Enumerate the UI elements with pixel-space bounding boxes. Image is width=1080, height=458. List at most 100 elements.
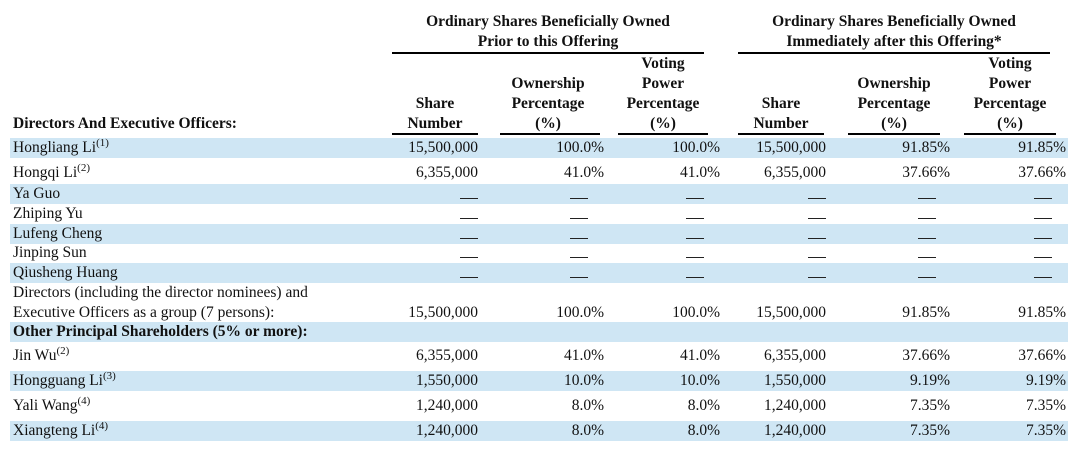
row-label-text: Qiusheng Huang bbox=[13, 264, 118, 281]
row-label-text: Hongguang Li bbox=[13, 372, 103, 389]
row-label-text: Hongqi Li bbox=[13, 164, 78, 181]
dash-cell bbox=[460, 218, 478, 219]
column-header-line: Share bbox=[761, 95, 801, 112]
group-header-line: Ordinary Shares Beneficially Owned bbox=[426, 13, 670, 30]
value-cell: 91.85% bbox=[1018, 139, 1066, 156]
column-header-ownership-prior: Ownership Percentage (%) bbox=[500, 74, 596, 134]
value-cell: 8.0% bbox=[571, 422, 604, 439]
row-label-text: Hongliang Li bbox=[13, 139, 97, 156]
row-label-text: Other Principal Shareholders (5% or more… bbox=[13, 323, 308, 340]
value-cell: 6,355,000 bbox=[416, 347, 478, 364]
footnote-marker: (2) bbox=[77, 162, 90, 174]
row-label-hongliang-li: Hongliang Li(1) bbox=[13, 138, 109, 158]
table-row: Yali Wang(4) 1,240,000 8.0% 8.0% 1,240,000 7.… bbox=[10, 396, 1068, 416]
value-cell: 91.85% bbox=[902, 304, 950, 321]
column-header-line: Voting bbox=[988, 55, 1032, 72]
column-header-line: Voting bbox=[641, 55, 685, 72]
column-header-line: Number bbox=[407, 115, 463, 132]
dash-cell bbox=[918, 198, 936, 199]
value-cell: 6,355,000 bbox=[416, 164, 478, 181]
row-label-hongguang-li: Hongguang Li(3) bbox=[13, 371, 116, 391]
footnote-marker: (2) bbox=[56, 345, 70, 357]
column-header-line: (%) bbox=[881, 115, 907, 132]
dash-cell bbox=[1034, 238, 1052, 239]
table-row: Ya Guo bbox=[10, 184, 1068, 204]
value-cell: 41.0% bbox=[563, 164, 604, 181]
dash-cell bbox=[570, 198, 588, 199]
value-cell: 1,240,000 bbox=[764, 422, 826, 439]
value-cell: 91.85% bbox=[1018, 304, 1066, 321]
value-cell: 7.35% bbox=[909, 397, 950, 414]
dash-cell bbox=[808, 238, 826, 239]
dash-cell bbox=[918, 257, 936, 258]
column-header-ownership-after: Ownership Percentage (%) bbox=[848, 74, 940, 134]
row-label-text: Zhiping Yu bbox=[13, 205, 83, 222]
value-cell: 15,500,000 bbox=[408, 139, 478, 156]
column-header-line: Percentage bbox=[857, 95, 931, 112]
value-cell: 100.0% bbox=[556, 304, 604, 321]
value-cell: 7.35% bbox=[1025, 422, 1066, 439]
group-header-after: Ordinary Shares Beneficially Owned Immed… bbox=[738, 12, 1050, 52]
column-rule bbox=[392, 133, 478, 135]
table-row: Qiusheng Huang bbox=[10, 263, 1068, 283]
column-header-voting-after: Voting Power Percentage (%) bbox=[964, 54, 1056, 134]
column-header-name: Directors And Executive Officers: bbox=[13, 114, 237, 134]
dash-cell bbox=[1034, 218, 1052, 219]
dash-cell bbox=[460, 277, 478, 278]
row-label-xiangteng-li: Xiangteng Li(4) bbox=[13, 421, 108, 441]
value-cell: 10.0% bbox=[679, 372, 720, 389]
value-cell: 8.0% bbox=[687, 397, 720, 414]
group-header-prior: Ordinary Shares Beneficially Owned Prior… bbox=[392, 12, 704, 52]
value-cell: 100.0% bbox=[556, 139, 604, 156]
column-header-line: Percentage bbox=[626, 95, 700, 112]
value-cell: 100.0% bbox=[672, 304, 720, 321]
column-header-share-prior: Share Number bbox=[392, 94, 478, 134]
table-row: Jin Wu(2) 6,355,000 41.0% 41.0% 6,355,000 37.… bbox=[10, 346, 1068, 366]
footnote-marker: (1) bbox=[96, 137, 109, 149]
value-cell: 8.0% bbox=[571, 397, 604, 414]
footnote-marker: (3) bbox=[102, 370, 116, 382]
table-row: Hongqi Li(2) 6,355,000 41.0% 41.0% 6,355,000… bbox=[10, 163, 1068, 183]
footnote-marker: (4) bbox=[77, 395, 91, 407]
value-cell: 1,240,000 bbox=[416, 397, 478, 414]
row-label-text: Yali Wang bbox=[13, 397, 78, 414]
value-cell: 10.0% bbox=[563, 372, 604, 389]
dash-cell bbox=[686, 198, 704, 199]
group-rule-after bbox=[738, 52, 1050, 54]
value-cell: 6,355,000 bbox=[764, 347, 826, 364]
row-label-text: Ya Guo bbox=[13, 185, 61, 202]
group-header-line: Immediately after this Offering* bbox=[786, 33, 1002, 50]
row-label-zhiping-yu: Zhiping Yu bbox=[13, 204, 83, 224]
column-header-line: Ownership bbox=[511, 75, 585, 92]
column-rule bbox=[848, 133, 940, 135]
dash-cell bbox=[460, 198, 478, 199]
value-cell: 37.66% bbox=[902, 164, 950, 181]
row-label-yali-wang: Yali Wang(4) bbox=[13, 396, 90, 416]
footnote-marker: (4) bbox=[95, 420, 109, 432]
dash-cell bbox=[918, 218, 936, 219]
dash-cell bbox=[808, 277, 826, 278]
value-cell: 37.66% bbox=[1018, 347, 1066, 364]
row-label-text: Jinping Sun bbox=[13, 244, 87, 261]
row-label-lufeng-cheng: Lufeng Cheng bbox=[13, 224, 102, 244]
row-label-text: Xiangteng Li bbox=[13, 422, 96, 439]
column-header-line: Number bbox=[753, 115, 809, 132]
row-label-qiusheng-huang: Qiusheng Huang bbox=[13, 263, 118, 283]
value-cell: 1,240,000 bbox=[764, 397, 826, 414]
table-row: Other Principal Shareholders (5% or more… bbox=[10, 322, 1068, 342]
row-label-jinping-sun: Jinping Sun bbox=[13, 243, 87, 263]
row-label-hongqi-li: Hongqi Li(2) bbox=[13, 163, 90, 183]
dash-cell bbox=[808, 198, 826, 199]
value-cell: 6,355,000 bbox=[764, 164, 826, 181]
value-cell: 41.0% bbox=[679, 347, 720, 364]
value-cell: 37.66% bbox=[1018, 164, 1066, 181]
dash-cell bbox=[570, 277, 588, 278]
dash-cell bbox=[1034, 257, 1052, 258]
value-cell: 1,550,000 bbox=[764, 372, 826, 389]
column-header-line: (%) bbox=[650, 115, 676, 132]
dash-cell bbox=[918, 277, 936, 278]
value-cell: 9.19% bbox=[1025, 372, 1066, 389]
value-cell: 41.0% bbox=[563, 347, 604, 364]
value-cell: 91.85% bbox=[902, 139, 950, 156]
dash-cell bbox=[918, 238, 936, 239]
